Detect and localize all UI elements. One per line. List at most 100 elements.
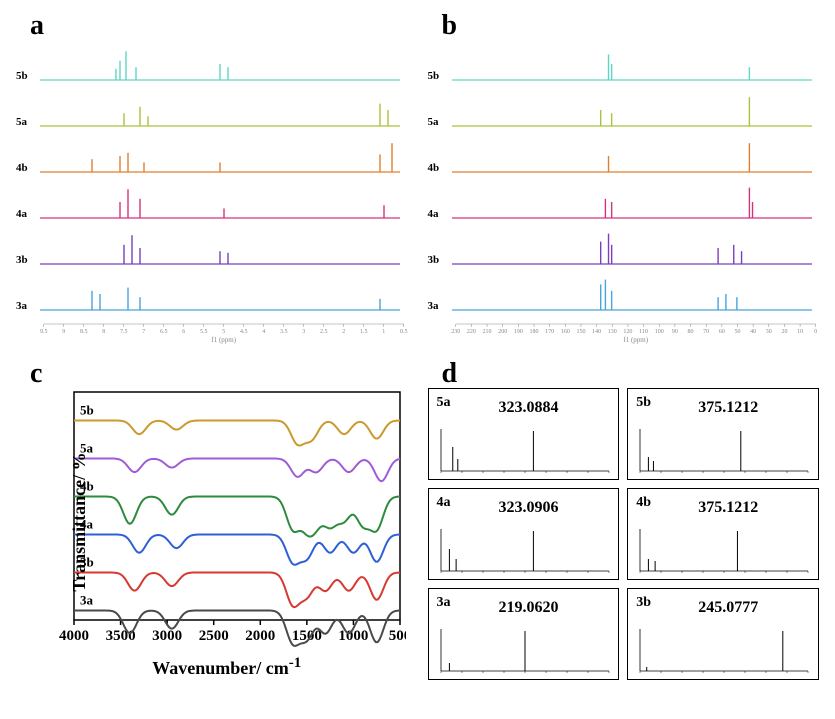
ms-grid: 5a 323.0884 5b 375.1212 4a323.0906 4b 375.1212… [428,388,820,680]
panel-c: c Transmittance/ % 400035003000250020001… [10,358,414,686]
panel-b-label: b [442,10,458,42]
ms-cell: 3a 219.0620 [428,588,620,680]
ms-cell-value: 245.0777 [698,599,758,617]
svg-text:120: 120 [623,329,632,335]
svg-text:90: 90 [671,329,677,335]
ms-cell-value: 375.1212 [698,499,758,517]
nmr-row-label: 5b [16,70,28,82]
nmr-trace [452,138,812,176]
svg-text:180: 180 [529,329,538,335]
svg-text:2: 2 [342,329,345,335]
ms-spectrum [433,525,613,575]
nmr-row-label: 4b [428,162,440,174]
svg-text:160: 160 [560,329,569,335]
ir-xlabel-text: Wavenumber/ cm [152,658,289,678]
svg-text:110: 110 [639,329,648,335]
nmr-trace [40,276,400,314]
nmr-row: 4b [428,138,820,182]
svg-text:5.5: 5.5 [200,329,208,335]
nmr-row-label: 3b [428,254,440,266]
svg-text:10: 10 [797,329,803,335]
svg-text:f1 (ppm): f1 (ppm) [623,336,648,344]
svg-text:500: 500 [389,628,406,644]
nmr-trace [40,92,400,130]
nmr-row: 5b [428,46,820,90]
figure-grid: a 5b5a4b4a3b3a9.598.587.576.565.554.543.… [10,10,825,686]
ms-cell: 4a323.0906 [428,488,620,580]
ir-xlabel: Wavenumber/ cm-1 [46,655,408,679]
ms-cell-label: 4b [636,495,651,511]
svg-text:4.5: 4.5 [240,329,248,335]
ms-cell-value: 219.0620 [499,599,559,617]
nmr-row: 3a [16,276,408,320]
nmr-trace [40,46,400,84]
svg-text:80: 80 [687,329,693,335]
ms-cell-label: 3b [636,595,651,611]
ir-series [74,535,400,565]
nmr-stack-b: 5b5a4b4a3b3a2302202102001901801701601501… [422,10,826,350]
ms-cell-label: 5a [437,395,451,411]
nmr-row-label: 5a [428,116,439,128]
ir-series [74,421,400,446]
nmr-trace [452,46,812,84]
nmr-row-label: 5b [428,70,440,82]
ir-series [74,573,400,608]
svg-text:150: 150 [576,329,585,335]
svg-text:4000: 4000 [59,628,89,644]
panel-a: a 5b5a4b4a3b3a9.598.587.576.565.554.543.… [10,10,414,350]
ms-spectrum [632,425,812,475]
svg-text:2500: 2500 [199,628,229,644]
svg-text:210: 210 [482,329,491,335]
svg-text:4: 4 [262,329,265,335]
ir-series [74,497,400,537]
panel-b: b 5b5a4b4a3b3a23022021020019018017016015… [422,10,826,350]
svg-text:6.5: 6.5 [160,329,168,335]
ir-xlabel-sup: -1 [289,655,302,671]
svg-text:40: 40 [750,329,756,335]
ms-spectrum [433,625,613,675]
nmr-trace [40,184,400,222]
svg-text:0: 0 [814,329,817,335]
ir-plot-wrap: Transmittance/ % 40003500300025002000150… [10,358,414,685]
svg-text:1: 1 [382,329,385,335]
svg-text:1.5: 1.5 [360,329,368,335]
ms-cell-label: 5b [636,395,651,411]
nmr-row: 3a [428,276,820,320]
svg-text:2000: 2000 [245,628,275,644]
svg-text:190: 190 [513,329,522,335]
nmr-row: 4a [428,184,820,228]
svg-text:170: 170 [545,329,554,335]
panel-a-label: a [30,10,44,42]
nmr-row-label: 4b [16,162,28,174]
ms-cell-label: 4a [437,495,451,511]
nmr-row: 5a [16,92,408,136]
svg-text:9: 9 [62,329,65,335]
svg-text:3000: 3000 [152,628,182,644]
ms-panel: 5a 323.0884 5b 375.1212 4a323.0906 4b 375.1212… [422,358,826,686]
svg-text:2.5: 2.5 [320,329,328,335]
nmr-trace [452,184,812,222]
svg-text:220: 220 [466,329,475,335]
svg-text:20: 20 [781,329,787,335]
nmr-trace [40,230,400,268]
svg-text:200: 200 [498,329,507,335]
ms-cell-value: 375.1212 [698,399,758,417]
svg-text:8: 8 [102,329,105,335]
svg-text:60: 60 [718,329,724,335]
panel-d-label: d [442,358,458,390]
panel-d: d 5a 323.0884 5b 375.1212 4a323.0906 4b 375.12… [422,358,826,686]
svg-text:30: 30 [765,329,771,335]
svg-text:7.5: 7.5 [120,329,128,335]
nmr-axis: 2302202102001901801701601501401301201101… [428,322,820,344]
ms-cell-value: 323.0884 [499,399,559,417]
ir-ylabel: Transmittance/ % [69,452,90,591]
nmr-row-label: 3b [16,254,28,266]
ir-series-label: 5b [80,403,94,418]
svg-text:100: 100 [654,329,663,335]
ir-series-label: 3a [80,593,94,608]
ms-cell-label: 3a [437,595,451,611]
svg-text:6: 6 [182,329,185,335]
ms-cell: 5b 375.1212 [627,388,819,480]
nmr-axis: 9.598.587.576.565.554.543.532.521.510.5f… [16,322,408,344]
ms-cell: 5a 323.0884 [428,388,620,480]
